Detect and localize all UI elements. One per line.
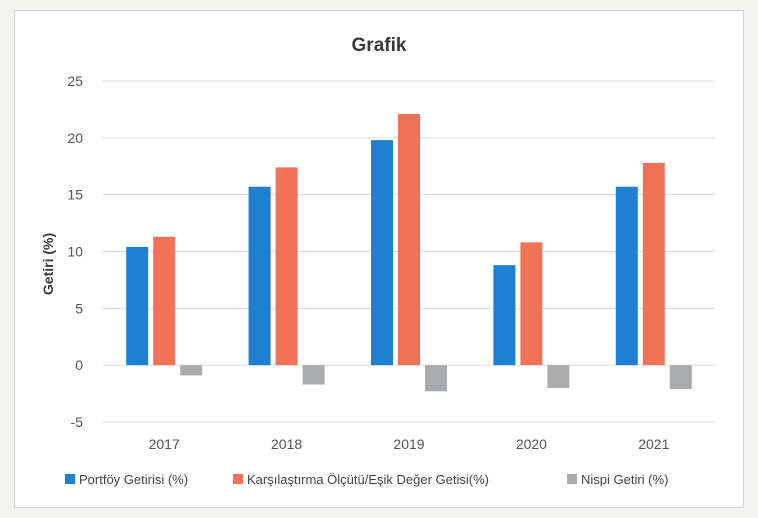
bar-2018-series-1 <box>248 186 271 366</box>
y-tick-labels: 25 20 15 10 5 0 -5 <box>67 73 83 430</box>
bar-2018-series-2 <box>275 167 298 366</box>
bars <box>126 113 692 392</box>
bar-2019-series-1 <box>371 140 393 366</box>
y-tick-label: 25 <box>67 73 83 89</box>
y-tick-label: 5 <box>75 300 83 316</box>
legend-swatch <box>233 474 243 484</box>
y-tick-label: -5 <box>71 414 84 430</box>
bar-2020-series-2 <box>520 242 543 366</box>
legend-swatch <box>65 474 75 484</box>
y-tick-label: 10 <box>67 244 83 260</box>
bar-2020-series-1 <box>493 265 516 366</box>
y-tick-label: 20 <box>67 130 83 146</box>
bar-2019-series-3 <box>425 365 447 392</box>
bar-2018-series-3 <box>302 365 325 385</box>
y-axis-label: Getiri (%) <box>40 233 56 295</box>
y-tick-label: 15 <box>67 187 83 203</box>
x-tick-label: 2020 <box>516 436 547 452</box>
bar-2017-series-3 <box>180 365 203 376</box>
bar-2017-series-2 <box>153 236 176 366</box>
chart-title: Grafik <box>352 35 407 56</box>
bar-2020-series-3 <box>547 365 570 388</box>
x-tick-label: 2019 <box>393 436 424 452</box>
bar-2017-series-1 <box>126 246 149 366</box>
legend: Portföy Getirisi (%) Karşılaştırma Ölçütü… <box>65 472 668 487</box>
legend-label: Nispi Getiri (%) <box>581 472 668 487</box>
bar-2021-series-1 <box>615 186 638 366</box>
legend-swatch <box>567 474 577 484</box>
x-tick-label: 2018 <box>271 436 302 452</box>
y-tick-label: 0 <box>75 357 83 373</box>
legend-label: Portföy Getirisi (%) <box>79 472 188 487</box>
bar-2019-series-2 <box>398 113 420 366</box>
bar-2021-series-3 <box>669 365 692 390</box>
x-tick-label: 2021 <box>638 436 669 452</box>
bar-2021-series-2 <box>642 162 665 366</box>
chart-frame: Grafik Getiri (%) 25 20 15 10 5 0 -5 2017 2018 2… <box>14 10 744 508</box>
x-tick-label: 2017 <box>149 436 180 452</box>
x-tick-labels: 2017 2018 2019 2020 2021 <box>149 436 670 452</box>
legend-label: Karşılaştırma Ölçütü/Eşik Değer Getisi(%… <box>247 472 489 487</box>
